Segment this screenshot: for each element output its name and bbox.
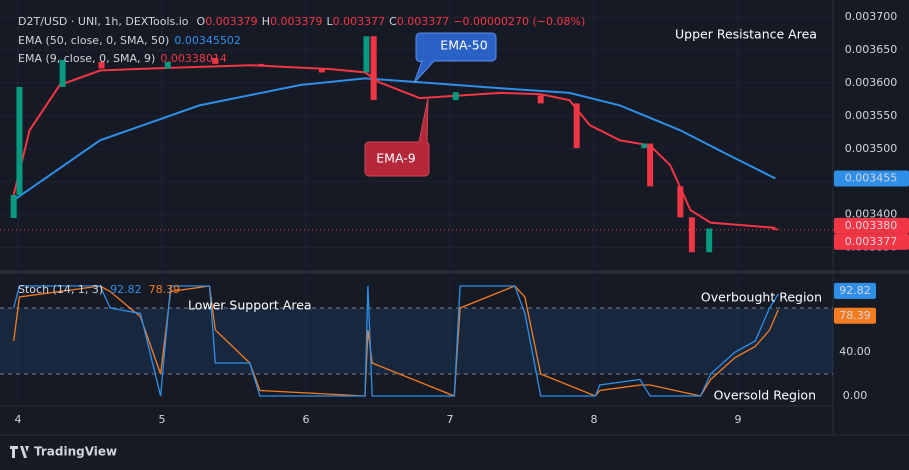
candle: [10, 194, 17, 218]
logo: TradingView: [10, 445, 117, 459]
annotation: Lower Support Area: [188, 298, 312, 313]
x-tick-label: 9: [734, 413, 741, 426]
candle: [772, 228, 779, 231]
x-tick-label: 5: [158, 413, 165, 426]
annotation: Oversold Region: [714, 388, 816, 403]
y-tick-label: 0.003550: [845, 109, 898, 122]
ohlc-label: H: [262, 15, 270, 28]
x-tick-label: 4: [14, 413, 21, 426]
candle: [641, 143, 648, 149]
y-tick-label: 0.003400: [845, 208, 898, 221]
y-tick-label: 0.00: [843, 389, 868, 402]
value-tag: [834, 307, 876, 324]
candle: [537, 95, 544, 104]
ohlc-label: C: [389, 15, 397, 28]
candle: [258, 63, 265, 66]
callout: [364, 97, 430, 177]
ohlc-value: 0.003377: [333, 15, 386, 28]
legend-value: 0.00345502: [174, 34, 240, 47]
ohlc-label: O: [197, 15, 206, 28]
y-tick-label: 0.003650: [845, 43, 898, 56]
annotation: EMA-50: [440, 38, 487, 53]
header: D2T/USD · UNI, 1h, DEXTools.io O0.003379 H…: [18, 15, 585, 28]
price-tag-label: 0.003380: [845, 219, 898, 232]
candle: [452, 92, 459, 101]
price-tag: [834, 217, 909, 234]
y-tick-label: 40.00: [839, 345, 871, 358]
ohlc-value: 0.003379: [270, 15, 323, 28]
candle: [318, 68, 325, 73]
y-tick-label: 0.003700: [845, 10, 898, 23]
value-tag-label: 92.82: [839, 284, 871, 297]
symbol: D2T/USD · UNI, 1h, DEXTools.io: [18, 15, 189, 28]
ema-line: [13, 77, 776, 202]
ohlc-label: L: [326, 15, 333, 28]
candle: [573, 103, 580, 149]
legend-name: EMA (9, close, 0, SMA, 9): [18, 52, 155, 65]
candle: [164, 61, 171, 69]
callout: [413, 32, 497, 84]
legend-value: 0.00338014: [160, 52, 226, 65]
stoch-value: 92.82: [110, 283, 142, 296]
candle: [706, 228, 713, 253]
price-tag-label: 0.003455: [845, 171, 898, 184]
ema-line: [12, 64, 776, 229]
candle: [370, 36, 377, 101]
annotation: EMA-9: [376, 151, 415, 166]
candle: [647, 143, 654, 187]
annotation: Overbought Region: [701, 290, 822, 305]
band-fill: [0, 307, 833, 374]
stoch-title: Stoch (14, 1, 3): [18, 283, 103, 296]
annotation: Upper Resistance Area: [675, 27, 817, 42]
legend-entry: EMA (9, close, 0, SMA, 9) 0.00338014: [18, 52, 227, 65]
stoch-line: [13, 285, 779, 397]
y-tick-label: 0.003600: [845, 76, 898, 89]
footer-brand: TradingView: [34, 445, 117, 459]
ohlc-value: 0.003377: [397, 15, 450, 28]
y-tick-label: 0.003500: [845, 142, 898, 155]
x-tick-label: 8: [590, 413, 597, 426]
candle: [677, 186, 684, 218]
candle: [59, 59, 66, 87]
candle: [16, 86, 23, 195]
x-tick-label: 7: [446, 413, 453, 426]
price-tag: [834, 233, 909, 250]
value-tag-label: 78.39: [839, 309, 871, 322]
legend-entry: EMA (50, close, 0, SMA, 50) 0.00345502: [18, 34, 241, 47]
ohlc-value: 0.003379: [205, 15, 258, 28]
value-tag: [834, 282, 876, 299]
stoch-value: 78.39: [149, 283, 181, 296]
candle: [212, 57, 219, 64]
price-tag-label: 0.003377: [845, 235, 898, 248]
candle: [688, 217, 695, 253]
price-tag: [834, 170, 909, 187]
logo-icon: [10, 446, 29, 458]
change: −0.00000270 (−0.08%): [453, 15, 585, 28]
candle: [98, 61, 105, 69]
stoch-legend: Stoch (14, 1, 3) 92.82 78.39: [18, 283, 180, 296]
candle: [363, 36, 370, 73]
legend-name: EMA (50, close, 0, SMA, 50): [18, 34, 169, 47]
x-tick-label: 6: [302, 413, 309, 426]
